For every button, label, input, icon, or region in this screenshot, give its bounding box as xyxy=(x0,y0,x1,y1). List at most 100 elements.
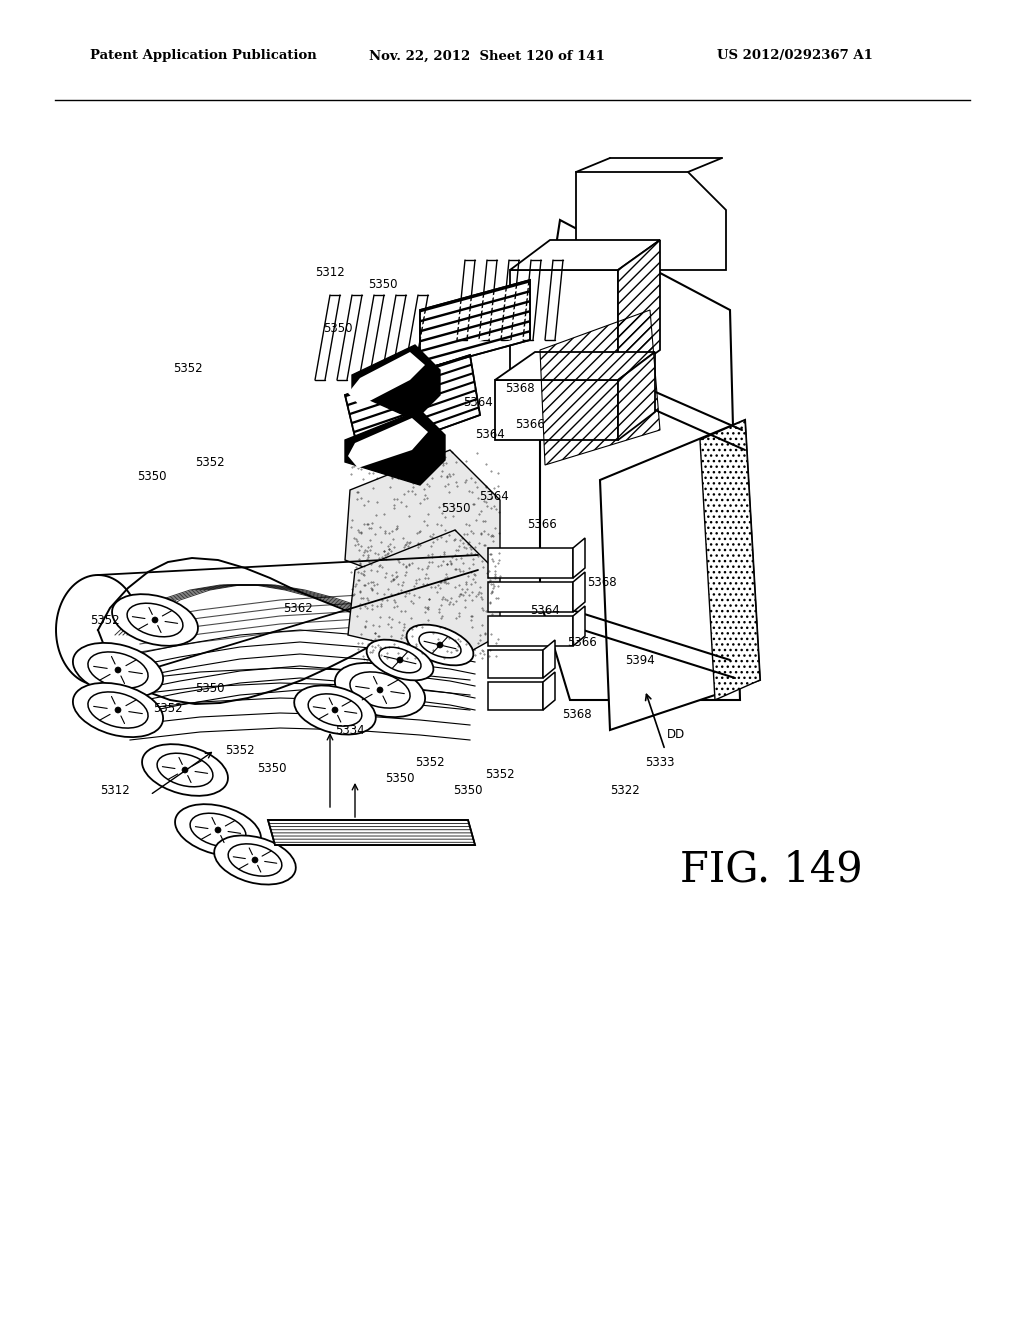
Polygon shape xyxy=(420,285,530,318)
Text: 5366: 5366 xyxy=(527,517,557,531)
Polygon shape xyxy=(510,271,618,380)
Polygon shape xyxy=(618,240,660,380)
Text: 5364: 5364 xyxy=(475,428,505,441)
Text: 5312: 5312 xyxy=(100,784,130,796)
Circle shape xyxy=(182,767,188,774)
Text: 5333: 5333 xyxy=(645,755,675,768)
Text: 5352: 5352 xyxy=(196,455,225,469)
Ellipse shape xyxy=(308,694,361,726)
Text: 5350: 5350 xyxy=(441,503,471,516)
Text: 5334: 5334 xyxy=(335,723,365,737)
Bar xyxy=(488,582,573,612)
Polygon shape xyxy=(345,355,480,458)
Text: 5364: 5364 xyxy=(463,396,493,408)
Text: 5350: 5350 xyxy=(454,784,482,796)
Bar xyxy=(488,616,573,645)
Circle shape xyxy=(332,708,338,713)
Text: 5350: 5350 xyxy=(385,771,415,784)
Ellipse shape xyxy=(127,603,183,636)
Text: 5350: 5350 xyxy=(369,277,397,290)
Circle shape xyxy=(115,667,121,673)
Ellipse shape xyxy=(175,804,261,855)
Circle shape xyxy=(115,708,121,713)
Text: 5352: 5352 xyxy=(90,614,120,627)
Polygon shape xyxy=(357,407,479,451)
Ellipse shape xyxy=(407,624,473,665)
Polygon shape xyxy=(420,305,530,338)
Text: US 2012/0292367 A1: US 2012/0292367 A1 xyxy=(717,49,872,62)
Polygon shape xyxy=(420,280,530,313)
Polygon shape xyxy=(543,640,555,678)
Text: FIG. 149: FIG. 149 xyxy=(680,849,862,891)
Polygon shape xyxy=(573,572,585,612)
Text: 5350: 5350 xyxy=(196,681,224,694)
Polygon shape xyxy=(600,420,760,730)
Polygon shape xyxy=(347,363,472,407)
Ellipse shape xyxy=(294,685,376,734)
Ellipse shape xyxy=(419,632,461,657)
Ellipse shape xyxy=(73,643,163,697)
Polygon shape xyxy=(573,539,585,578)
Text: 5362: 5362 xyxy=(283,602,313,615)
Circle shape xyxy=(215,828,221,833)
Text: 5368: 5368 xyxy=(587,576,616,589)
Text: 5352: 5352 xyxy=(415,755,444,768)
Circle shape xyxy=(252,857,258,863)
Polygon shape xyxy=(268,820,475,845)
Polygon shape xyxy=(345,411,445,484)
Polygon shape xyxy=(348,352,425,407)
Text: 5352: 5352 xyxy=(485,768,515,781)
Ellipse shape xyxy=(190,813,246,847)
Text: 5366: 5366 xyxy=(567,635,597,648)
Ellipse shape xyxy=(214,836,296,884)
Polygon shape xyxy=(420,310,530,342)
Ellipse shape xyxy=(350,672,410,708)
Text: 5352: 5352 xyxy=(154,701,183,714)
Polygon shape xyxy=(355,397,477,442)
Ellipse shape xyxy=(379,647,421,673)
Polygon shape xyxy=(352,345,440,420)
Polygon shape xyxy=(420,315,530,347)
Text: 5350: 5350 xyxy=(137,470,167,483)
Ellipse shape xyxy=(73,682,163,737)
Text: Patent Application Publication: Patent Application Publication xyxy=(90,49,316,62)
Ellipse shape xyxy=(228,843,282,876)
Text: 5350: 5350 xyxy=(324,322,352,334)
Polygon shape xyxy=(700,420,760,700)
Polygon shape xyxy=(420,319,530,352)
Text: 5322: 5322 xyxy=(610,784,640,796)
Polygon shape xyxy=(618,352,655,440)
Text: 5312: 5312 xyxy=(315,265,345,279)
Text: 5368: 5368 xyxy=(505,381,535,395)
Ellipse shape xyxy=(367,640,433,680)
Polygon shape xyxy=(543,672,555,710)
Polygon shape xyxy=(351,380,475,424)
Text: DD: DD xyxy=(667,729,685,742)
Text: 5352: 5352 xyxy=(173,362,203,375)
Polygon shape xyxy=(573,606,585,645)
Ellipse shape xyxy=(142,744,228,796)
Text: 5364: 5364 xyxy=(530,603,560,616)
Polygon shape xyxy=(420,325,530,358)
Ellipse shape xyxy=(88,692,148,729)
Text: 5364: 5364 xyxy=(479,490,509,503)
Text: 5352: 5352 xyxy=(225,743,255,756)
Polygon shape xyxy=(356,403,478,446)
Ellipse shape xyxy=(112,594,198,645)
Polygon shape xyxy=(353,389,476,433)
Bar xyxy=(488,649,543,678)
Polygon shape xyxy=(420,300,530,333)
Text: 5368: 5368 xyxy=(562,709,592,722)
Bar xyxy=(488,682,543,710)
Polygon shape xyxy=(349,372,473,416)
Polygon shape xyxy=(359,411,479,455)
Circle shape xyxy=(437,642,443,648)
Polygon shape xyxy=(345,450,500,601)
Polygon shape xyxy=(495,352,655,380)
Polygon shape xyxy=(510,240,660,271)
Ellipse shape xyxy=(88,652,148,688)
Polygon shape xyxy=(420,290,530,322)
Polygon shape xyxy=(420,280,530,370)
Circle shape xyxy=(377,686,383,693)
Polygon shape xyxy=(420,294,530,327)
